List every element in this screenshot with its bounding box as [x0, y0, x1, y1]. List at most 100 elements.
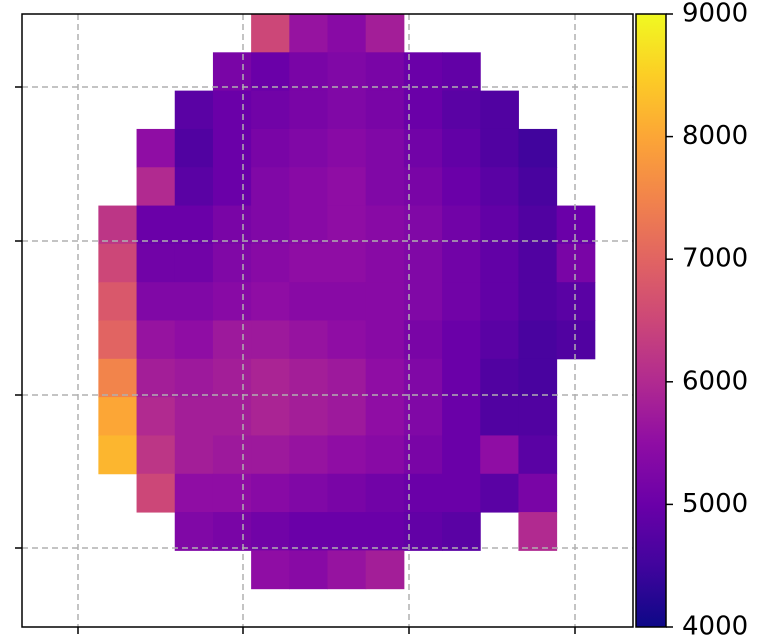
- heatmap-cell: [251, 52, 290, 92]
- axis-ticks: [15, 86, 576, 634]
- heatmap-cell: [327, 397, 367, 436]
- heatmap-cell: [98, 358, 138, 398]
- heatmap-cell: [327, 14, 367, 53]
- heatmap-cell: [365, 512, 405, 551]
- heatmap-cell: [327, 243, 367, 283]
- heatmap-cell: [251, 550, 290, 590]
- heatmap-cell: [327, 550, 367, 590]
- heatmap-cell: [442, 52, 481, 92]
- heatmap-cell: [442, 397, 481, 436]
- heatmap-cell: [480, 282, 519, 321]
- heatmap-cell: [174, 320, 214, 360]
- heatmap-cell: [212, 167, 252, 207]
- heatmap-cell: [365, 358, 405, 398]
- heatmap-cell: [289, 52, 328, 92]
- heatmap-cell: [442, 512, 481, 551]
- heatmap-cell: [403, 90, 443, 130]
- heatmap-cell: [136, 473, 176, 513]
- heatmap-cell: [480, 167, 519, 207]
- colorbar-tick-label: 8000: [682, 121, 748, 151]
- heatmap-cell: [174, 205, 214, 245]
- heatmap-cell: [365, 52, 405, 92]
- heatmap-cell: [98, 205, 138, 245]
- heatmap-cell: [289, 358, 328, 398]
- heatmap-cell: [98, 435, 138, 475]
- heatmap-cell: [365, 550, 405, 590]
- heatmap-cell: [289, 512, 328, 551]
- heatmap-cell: [136, 205, 176, 245]
- heatmap-cell: [251, 205, 290, 245]
- heatmap-cell: [403, 205, 443, 245]
- heatmap-cell: [174, 512, 214, 551]
- heatmap-cell: [327, 90, 367, 130]
- heatmap-cell: [365, 473, 405, 513]
- heatmap: [98, 14, 596, 590]
- heatmap-cell: [251, 435, 290, 475]
- heatmap-cell: [442, 358, 481, 398]
- heatmap-cell: [480, 435, 519, 475]
- heatmap-cell: [518, 473, 558, 513]
- heatmap-cell: [251, 320, 290, 360]
- heatmap-cell: [251, 167, 290, 207]
- heatmap-cell: [251, 128, 290, 168]
- heatmap-cell: [136, 320, 176, 360]
- heatmap-cell: [403, 243, 443, 283]
- heatmap-cell: [403, 473, 443, 513]
- heatmap-cell: [212, 205, 252, 245]
- heatmap-cell: [289, 243, 328, 283]
- heatmap-cell: [518, 205, 558, 245]
- heatmap-cell: [251, 90, 290, 130]
- heatmap-cell: [442, 167, 481, 207]
- heatmap-cell: [212, 90, 252, 130]
- heatmap-cell: [365, 14, 405, 53]
- heatmap-cell: [403, 128, 443, 168]
- colorbar-tick-label: 4000: [682, 612, 748, 642]
- heatmap-cell: [136, 128, 176, 168]
- heatmap-cell: [442, 435, 481, 475]
- heatmap-cell: [480, 243, 519, 283]
- heatmap-cell: [442, 473, 481, 513]
- colorbar-tick-label: 5000: [682, 489, 748, 519]
- heatmap-cell: [212, 435, 252, 475]
- heatmap-cell: [442, 90, 481, 130]
- heatmap-cell: [251, 512, 290, 551]
- heatmap-cell: [480, 320, 519, 360]
- heatmap-cell: [289, 435, 328, 475]
- heatmap-cell: [327, 473, 367, 513]
- heatmap-cell: [136, 167, 176, 207]
- heatmap-cell: [327, 512, 367, 551]
- heatmap-cell: [518, 320, 558, 360]
- heatmap-cell: [289, 167, 328, 207]
- heatmap-cell: [289, 128, 328, 168]
- heatmap-cell: [480, 473, 519, 513]
- heatmap-cell: [212, 320, 252, 360]
- heatmap-cell: [442, 282, 481, 321]
- heatmap-cell: [556, 243, 596, 283]
- heatmap-cell: [251, 358, 290, 398]
- heatmap-cell: [212, 473, 252, 513]
- heatmap-cell: [289, 320, 328, 360]
- heatmap-cell: [136, 397, 176, 436]
- heatmap-cell: [136, 435, 176, 475]
- heatmap-cell: [518, 397, 558, 436]
- heatmap-cell: [174, 90, 214, 130]
- heatmap-cell: [251, 14, 290, 53]
- heatmap-cell: [365, 128, 405, 168]
- heatmap-cell: [365, 282, 405, 321]
- heatmap-cell: [327, 320, 367, 360]
- heatmap-cell: [174, 243, 214, 283]
- heatmap-cell: [480, 205, 519, 245]
- heatmap-cell: [365, 320, 405, 360]
- heatmap-cell: [327, 358, 367, 398]
- heatmap-cell: [403, 282, 443, 321]
- heatmap-cell: [480, 397, 519, 436]
- heatmap-cell: [212, 397, 252, 436]
- heatmap-cell: [365, 90, 405, 130]
- heatmap-cell: [98, 320, 138, 360]
- heatmap-cell: [174, 473, 214, 513]
- heatmap-cell: [403, 512, 443, 551]
- grid: [22, 14, 633, 627]
- colorbar-tick-label: 6000: [682, 366, 748, 396]
- heatmap-cell: [518, 128, 558, 168]
- heatmap-cell: [212, 358, 252, 398]
